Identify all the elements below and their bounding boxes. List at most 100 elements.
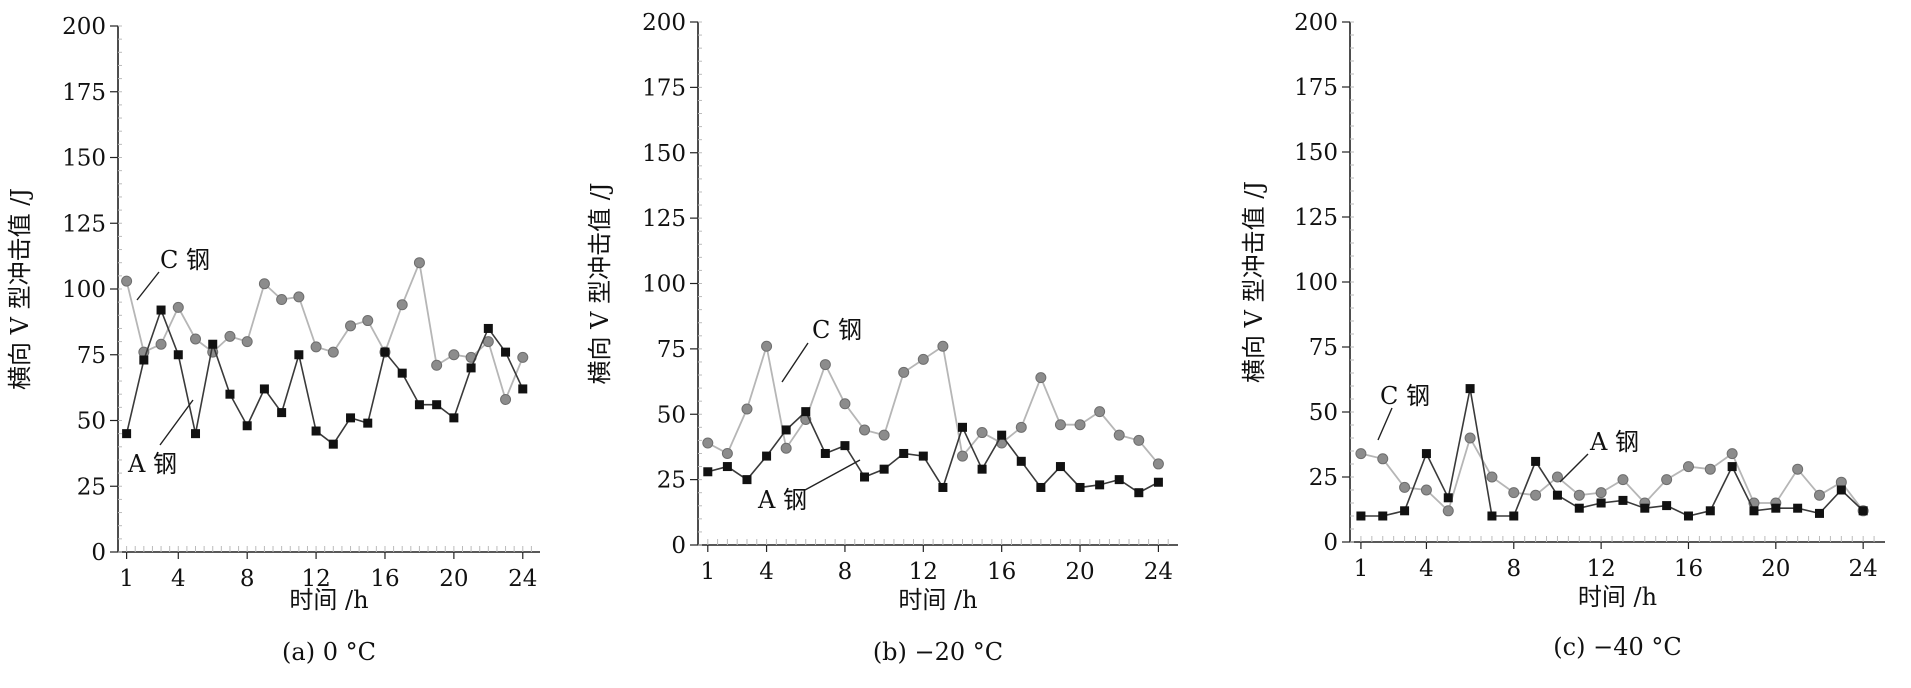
series-line-a-steel: [707, 410, 1159, 494]
a-steel-point: [242, 421, 252, 431]
a-steel-point: [294, 350, 304, 360]
c-steel-point: [310, 341, 322, 353]
a-steel-point: [938, 482, 948, 492]
a-steel-point: [1016, 456, 1026, 466]
c-steel-point: [1420, 484, 1432, 496]
y-tick-label: 25: [1309, 465, 1338, 491]
panel-caption: (a) 0 °C: [282, 638, 376, 666]
x-axis-title: 时间 /h: [289, 586, 368, 614]
c-steel-point: [121, 275, 133, 287]
a-steel-point: [1771, 503, 1781, 513]
panel-caption: (c) −40 °C: [1553, 633, 1681, 661]
a-steel-point: [1814, 508, 1824, 518]
c-steel-point: [1508, 487, 1520, 499]
c-steel-point: [1399, 481, 1411, 493]
x-tick-label: 16: [987, 559, 1016, 585]
x-tick-label: 4: [171, 566, 186, 592]
c-steel-point: [396, 299, 408, 311]
y-tick-label: 200: [1294, 10, 1338, 36]
series-label-c-steel: C 钢: [812, 316, 862, 344]
c-steel-point: [1530, 489, 1542, 501]
a-steel-point: [1858, 506, 1868, 516]
c-steel-point: [1661, 474, 1673, 486]
a-steel-point: [918, 451, 928, 461]
a-steel-point: [208, 339, 218, 349]
y-tick-label: 100: [1294, 270, 1338, 296]
c-steel-point: [780, 442, 792, 454]
c-steel-point: [1113, 429, 1125, 441]
a-steel-point: [1443, 493, 1453, 503]
panel-caption: (b) −20 °C: [873, 638, 1003, 666]
y-tick-label: 175: [1294, 75, 1338, 101]
c-steel-point: [362, 315, 374, 327]
x-tick-label: 1: [119, 566, 134, 592]
x-tick-label: 24: [1144, 559, 1173, 585]
c-steel-point: [859, 424, 871, 436]
y-tick-label: 0: [1323, 530, 1338, 556]
a-steel-point: [781, 425, 791, 435]
a-steel-point: [277, 408, 287, 418]
annotation-leader: [1559, 453, 1589, 483]
a-steel-point: [840, 441, 850, 451]
chart-panel-2: 0 25 50 75 100 125 150 175 200 1 4 8 12 16 20 24 时间 /h 横向…: [1240, 10, 1885, 661]
a-steel-point: [1727, 462, 1737, 472]
y-tick-label: 75: [1309, 335, 1338, 361]
c-steel-point: [1813, 489, 1825, 501]
annotation-leader: [804, 459, 861, 491]
a-steel-point: [742, 475, 752, 485]
series-label-a-steel: A 钢: [1589, 428, 1639, 456]
series-label-c-steel: C 钢: [160, 246, 210, 274]
y-tick-label: 100: [642, 272, 686, 298]
c-steel-point: [1054, 419, 1066, 431]
y-tick-label: 75: [77, 343, 106, 369]
c-steel-point: [431, 359, 443, 371]
a-steel-point: [820, 448, 830, 458]
y-tick-label: 25: [77, 474, 106, 500]
c-steel-point: [1094, 406, 1106, 418]
c-steel-point: [1035, 372, 1047, 384]
a-steel-point: [397, 368, 407, 378]
x-tick-label: 20: [1065, 559, 1094, 585]
a-steel-point: [1095, 480, 1105, 490]
x-tick-label: 4: [1419, 556, 1434, 582]
c-steel-point: [1551, 471, 1563, 483]
c-steel-point: [500, 393, 512, 405]
a-steel-point: [1378, 511, 1388, 521]
a-steel-point: [1465, 384, 1475, 394]
c-steel-point: [1377, 453, 1389, 465]
c-steel-point: [839, 398, 851, 410]
a-steel-point: [139, 355, 149, 365]
a-steel-point: [860, 472, 870, 482]
c-steel-point: [741, 403, 753, 415]
a-steel-point: [1356, 511, 1366, 521]
y-tick-label: 125: [62, 211, 106, 237]
a-steel-point: [1574, 503, 1584, 513]
c-steel-point: [917, 353, 929, 365]
annotation-leader: [781, 342, 809, 383]
x-tick-label: 8: [240, 566, 255, 592]
c-steel-point: [190, 333, 202, 345]
series-label-a-steel: A 钢: [127, 450, 177, 478]
c-steel-point: [172, 301, 184, 313]
a-steel-point: [1640, 503, 1650, 513]
c-steel-point: [702, 437, 714, 449]
a-steel-point: [1662, 501, 1672, 511]
y-tick-label: 200: [62, 14, 106, 40]
x-tick-label: 20: [439, 566, 468, 592]
x-axis-title: 时间 /h: [898, 586, 977, 614]
series-line-c-steel: [707, 344, 1160, 465]
a-steel-point: [703, 467, 713, 477]
c-steel-point: [721, 447, 733, 459]
y-tick-label: 75: [657, 337, 686, 363]
x-tick-label: 4: [759, 559, 774, 585]
a-steel-point: [1509, 511, 1519, 521]
c-steel-point: [1442, 505, 1454, 517]
a-steel-point: [997, 430, 1007, 440]
a-steel-point: [1793, 503, 1803, 513]
c-steel-point: [1133, 434, 1145, 446]
c-steel-point: [1486, 471, 1498, 483]
a-steel-point: [1153, 477, 1163, 487]
a-steel-point: [1114, 475, 1124, 485]
series-line-a-steel: [125, 307, 524, 446]
